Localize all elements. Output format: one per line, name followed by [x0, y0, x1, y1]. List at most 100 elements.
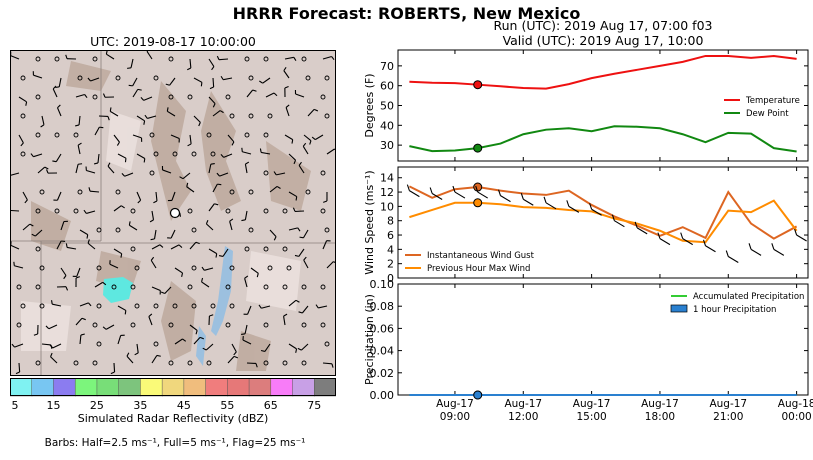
calm-wind-marker — [96, 303, 102, 309]
wind-barb — [242, 335, 252, 345]
wind-barb — [88, 187, 100, 193]
x-tick-label: Aug-17 — [709, 398, 747, 410]
calm-wind-marker — [130, 322, 136, 328]
calm-wind-marker — [187, 94, 193, 100]
wind-barb — [409, 190, 420, 198]
wind-barb — [113, 134, 120, 146]
run-valid-title: Run (UTC): 2019 Aug 17, 07:00 f03 Valid … — [398, 18, 808, 48]
calm-wind-marker — [134, 303, 140, 309]
reservoir-south — [196, 326, 206, 366]
wind-barb-flag — [771, 243, 775, 250]
wind-barb — [259, 148, 271, 155]
valid-time-marker — [473, 390, 483, 400]
calm-wind-marker — [305, 189, 311, 195]
calm-wind-marker — [35, 56, 41, 62]
valid-time-marker — [473, 80, 483, 90]
y-tick-label: 0.08 — [370, 300, 395, 313]
wind-barb-flag — [452, 185, 456, 193]
wind-barb — [209, 77, 215, 90]
wind-barb — [18, 96, 28, 106]
wind-barb — [258, 304, 271, 309]
wind-barb — [205, 219, 214, 231]
calm-wind-marker — [168, 322, 174, 328]
wind-barb — [220, 75, 233, 81]
wind-barb — [151, 244, 164, 250]
wind-barb — [167, 191, 176, 202]
calm-wind-marker — [54, 56, 60, 62]
calm-wind-marker — [92, 360, 98, 366]
wind-barb — [50, 352, 58, 364]
wind-barb — [165, 77, 176, 86]
wind-barb — [60, 267, 67, 280]
wind-barb — [117, 334, 125, 345]
wind-barb — [322, 55, 335, 61]
wind-barb-flag — [566, 200, 570, 207]
wind-direction-barbs — [406, 184, 807, 263]
calm-wind-marker — [20, 75, 26, 81]
wind-barb — [136, 153, 146, 163]
wind-barb — [179, 172, 191, 180]
wind-barb — [11, 172, 20, 176]
x-tick-label: 21:00 — [713, 411, 743, 423]
calm-wind-marker — [96, 265, 102, 271]
y-axis-label: Wind Speed (ms⁻¹) — [363, 170, 376, 274]
wind-barb — [94, 126, 104, 136]
calm-wind-marker — [263, 170, 269, 176]
wind-barb — [75, 115, 81, 127]
wind-barb — [102, 324, 115, 330]
wind-barb — [144, 114, 157, 119]
wind-barb — [189, 324, 198, 335]
wind-barb — [273, 171, 286, 176]
calm-wind-marker — [115, 75, 121, 81]
radar-echo — [103, 277, 133, 303]
colorbar-tick-label: 35 — [133, 399, 147, 412]
calm-wind-marker — [301, 56, 307, 62]
calm-wind-marker — [229, 303, 235, 309]
colorbar-label: Simulated Radar Reflectivity (dBZ) — [77, 412, 269, 425]
wind-barb — [109, 260, 119, 269]
colorbar-tick-label: 15 — [46, 399, 60, 412]
colorbar-tick-label: 5 — [12, 399, 19, 412]
wind-barb — [83, 209, 96, 214]
station-location-marker — [169, 207, 181, 219]
wind-barb — [246, 89, 257, 98]
wind-barb — [288, 153, 297, 165]
calm-wind-marker — [210, 303, 216, 309]
calm-wind-marker — [263, 322, 269, 328]
wind-barb — [303, 256, 309, 269]
wind-barb — [136, 115, 146, 125]
wind-barb — [30, 153, 43, 158]
wind-barb — [568, 205, 580, 213]
wind-barb — [56, 286, 69, 291]
calm-wind-marker — [39, 189, 45, 195]
calm-wind-marker — [286, 265, 292, 271]
calm-wind-marker — [77, 75, 83, 81]
wind-barb — [107, 162, 115, 174]
calm-wind-marker — [320, 322, 326, 328]
wind-barb — [174, 338, 187, 345]
calm-wind-marker — [168, 56, 174, 62]
calm-wind-marker — [320, 284, 326, 290]
wind-barb — [166, 107, 176, 117]
wind-barb — [208, 203, 219, 212]
x-tick-label: Aug-17 — [641, 398, 679, 410]
wind-barb — [283, 67, 290, 79]
wind-barb — [149, 210, 155, 223]
wind-barb — [22, 191, 28, 204]
wind-barb — [322, 362, 334, 368]
radar-map — [10, 50, 336, 376]
wind-barb — [151, 354, 161, 364]
wind-barb — [294, 89, 305, 98]
run-time-label: Run (UTC): 2019 Aug 17, 07:00 f03 — [493, 18, 713, 33]
wind-barb — [170, 134, 180, 143]
wind-barb — [294, 248, 305, 257]
wind-barb — [161, 165, 172, 174]
wind-barb — [18, 134, 24, 147]
wind-barb — [167, 229, 176, 239]
y-tick-label: 8 — [387, 215, 394, 228]
calm-wind-marker — [73, 132, 79, 138]
wind-barb — [146, 51, 153, 60]
wind-barb — [72, 267, 81, 277]
wind-barb — [208, 58, 215, 71]
